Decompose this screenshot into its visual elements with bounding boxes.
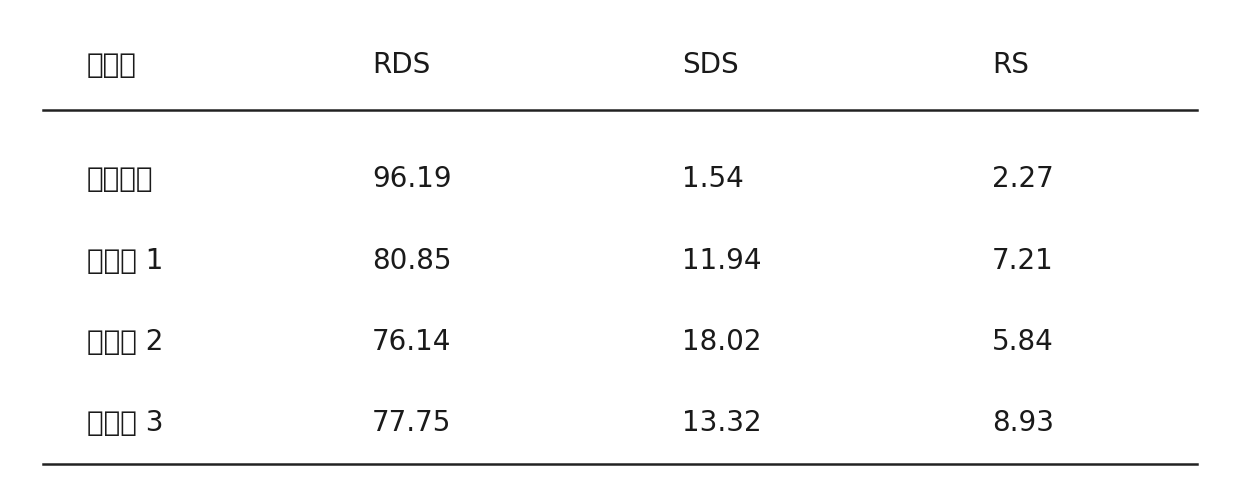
Text: 实施例 1: 实施例 1	[87, 247, 164, 274]
Text: 2.27: 2.27	[992, 165, 1054, 193]
Text: 实施例 3: 实施例 3	[87, 409, 164, 437]
Text: 实施例: 实施例	[87, 51, 136, 78]
Text: 13.32: 13.32	[682, 409, 761, 437]
Text: 76.14: 76.14	[372, 328, 451, 356]
Text: 8.93: 8.93	[992, 409, 1054, 437]
Text: 7.21: 7.21	[992, 247, 1054, 274]
Text: 18.02: 18.02	[682, 328, 761, 356]
Text: 实施例 2: 实施例 2	[87, 328, 164, 356]
Text: 80.85: 80.85	[372, 247, 451, 274]
Text: 青秵淠粉: 青秵淠粉	[87, 165, 154, 193]
Text: 1.54: 1.54	[682, 165, 744, 193]
Text: 96.19: 96.19	[372, 165, 451, 193]
Text: 77.75: 77.75	[372, 409, 451, 437]
Text: RDS: RDS	[372, 51, 430, 78]
Text: SDS: SDS	[682, 51, 739, 78]
Text: 5.84: 5.84	[992, 328, 1054, 356]
Text: 11.94: 11.94	[682, 247, 761, 274]
Text: RS: RS	[992, 51, 1029, 78]
